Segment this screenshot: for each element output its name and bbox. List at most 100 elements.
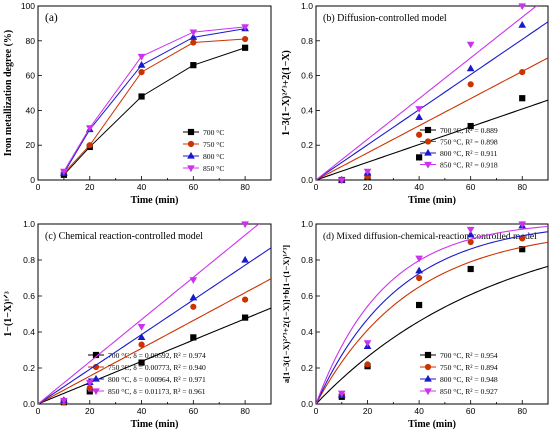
legend-marker-d-850 <box>424 388 432 396</box>
x-tick-label-d-20: 20 <box>363 406 373 416</box>
data-point-c-800-80 <box>241 255 249 263</box>
data-point-d-750-20 <box>364 361 371 368</box>
y-tick-label-b-0.2: 0.2 <box>301 140 313 150</box>
legend-entry-b-750: 750 °C, R² = 0.898 <box>420 138 498 147</box>
y-tick-label-a-20: 20 <box>26 140 36 150</box>
data-point-a-800-60 <box>189 33 198 40</box>
legend-label-d-700: 700 °C, R² = 0.954 <box>440 351 498 360</box>
y-tick-label-a-0: 0 <box>30 175 35 185</box>
data-point-c-750-60 <box>190 303 197 310</box>
series-c-750 <box>38 278 271 406</box>
legend-label-b-750: 750 °C, R² = 0.898 <box>440 138 498 147</box>
legend-marker-b-850 <box>424 161 432 169</box>
x-axis-title-c: Time (min) <box>131 419 179 430</box>
legend-marker-a-750 <box>187 140 195 148</box>
series-d-850 <box>316 221 548 404</box>
data-point-a-800-40 <box>137 61 146 68</box>
data-point-d-850-80 <box>518 221 527 229</box>
x-tick-label-a-0: 0 <box>36 182 41 192</box>
x-tick-label-b-80: 80 <box>517 182 527 192</box>
fit-line-d-750 <box>316 241 548 404</box>
data-point-b-850-80 <box>518 3 527 11</box>
x-tick-label-c-60: 60 <box>189 406 199 416</box>
data-point-c-800-60 <box>189 293 198 301</box>
chart-panel-d: 0 20 40 60 80 0.0 0.2 0.4 0.6 0.8 1.0 Time (min) a[1… <box>281 219 549 430</box>
y-tick-label-c-0: 0.0 <box>23 399 35 409</box>
x-tick-label-b-20: 20 <box>363 182 373 192</box>
y-tick-label-b-1: 1.0 <box>301 1 313 11</box>
y-tick-label-a-40: 40 <box>26 105 36 115</box>
data-point-c-850-10 <box>60 397 68 405</box>
data-point-d-700-40 <box>416 301 423 309</box>
legend-label-b-800: 800 °C, R² = 0.911 <box>440 149 498 158</box>
data-point-c-850-40 <box>137 324 146 331</box>
y-tick-label-b-0: 0.0 <box>301 175 313 185</box>
data-point-b-750-80 <box>519 69 526 76</box>
y-tick-label-d-1: 1.0 <box>301 219 313 229</box>
y-tick-label-c-0.6: 0.6 <box>23 291 35 301</box>
y-tick-label-b-0.6: 0.6 <box>301 71 313 81</box>
x-tick-label-b-60: 60 <box>466 182 476 192</box>
legend-entry-d-800: 800 °C, R² = 0.948 <box>420 374 498 384</box>
data-point-b-800-40 <box>415 113 423 120</box>
data-point-b-750-60 <box>467 81 474 88</box>
data-point-a-700-40 <box>138 93 145 100</box>
data-point-c-700-80 <box>242 314 249 321</box>
y-tick-label-d-0.4: 0.4 <box>301 327 313 337</box>
plot-frame-b <box>315 5 549 181</box>
legend-entry-b-850: 850 °C, R² = 0.918 <box>420 161 498 170</box>
data-point-a-850-10 <box>60 168 68 176</box>
y-tick-label-c-0.4: 0.4 <box>23 327 35 337</box>
y-tick-label-d-0: 0.0 <box>301 399 313 409</box>
x-tick-label-a-60: 60 <box>189 182 199 192</box>
x-tick-label-c-80: 80 <box>240 406 250 416</box>
series-c-850 <box>38 221 260 405</box>
data-point-a-850-80 <box>241 24 249 32</box>
data-point-b-850-20 <box>363 168 372 176</box>
data-point-d-850-10 <box>337 390 346 398</box>
series-d-750 <box>316 235 548 404</box>
legend-label-d-850: 850 °C, R² = 0.927 <box>440 387 498 396</box>
fit-line-c-700 <box>38 307 271 404</box>
y-tick-label-c-0.8: 0.8 <box>23 255 35 265</box>
legend-label-d-750: 750 °C, R² = 0.894 <box>440 363 498 372</box>
series-d-800 <box>316 221 548 404</box>
fit-line-c-750 <box>38 278 271 404</box>
x-tick-label-c-40: 40 <box>137 406 147 416</box>
panel-title-a: (a) <box>45 12 58 24</box>
y-tick-label-a-60: 60 <box>26 71 36 81</box>
data-point-d-800-60 <box>466 230 475 238</box>
x-tick-label-d-60: 60 <box>466 406 476 416</box>
legend-label-a-850: 850 °C <box>203 164 224 173</box>
data-point-a-850-40 <box>137 53 146 61</box>
legend-marker-a-800 <box>187 151 195 159</box>
x-tick-label-c-0: 0 <box>36 406 41 416</box>
data-point-d-700-60 <box>467 265 474 273</box>
x-tick-label-a-20: 20 <box>85 182 95 192</box>
fit-line-b-850 <box>316 6 538 180</box>
legend-marker-c-850 <box>92 388 100 396</box>
legend-entry-a-800: 800 °C <box>183 151 224 161</box>
data-point-c-750-80 <box>242 296 249 303</box>
y-tick-label-d-0.8: 0.8 <box>301 255 313 265</box>
legend-label-c-750: 750 °C, δ = 0.00773, R² = 0.940 <box>108 363 206 372</box>
x-tick-label-b-40: 40 <box>414 182 424 192</box>
legend-label-b-700: 700 °C, R² = 0.889 <box>440 126 498 135</box>
y-axis-title-c: 1−(1−X)¹ᐟ³ <box>3 291 14 337</box>
x-axis-title-d: Time (min) <box>408 419 456 430</box>
legend-label-c-850: 850 °C, δ = 0.01173, R² = 0.961 <box>108 387 206 396</box>
legend-marker-c-800 <box>92 374 100 382</box>
data-point-a-750-80 <box>242 35 249 43</box>
data-point-c-700-40 <box>138 359 145 366</box>
data-point-b-850-10 <box>337 177 346 185</box>
data-point-c-850-80 <box>241 221 249 229</box>
legend-marker-d-700 <box>424 351 432 359</box>
series-b-850 <box>316 3 538 185</box>
x-tick-label-d-80: 80 <box>517 406 527 416</box>
data-point-d-850-20 <box>363 340 372 347</box>
series-d-700 <box>316 246 548 404</box>
data-point-c-800-40 <box>137 333 146 340</box>
legend-entry-c-800: 800 °C, δ = 0.00964, R² = 0.971 <box>88 374 206 384</box>
legend-marker-a-700 <box>187 128 195 136</box>
